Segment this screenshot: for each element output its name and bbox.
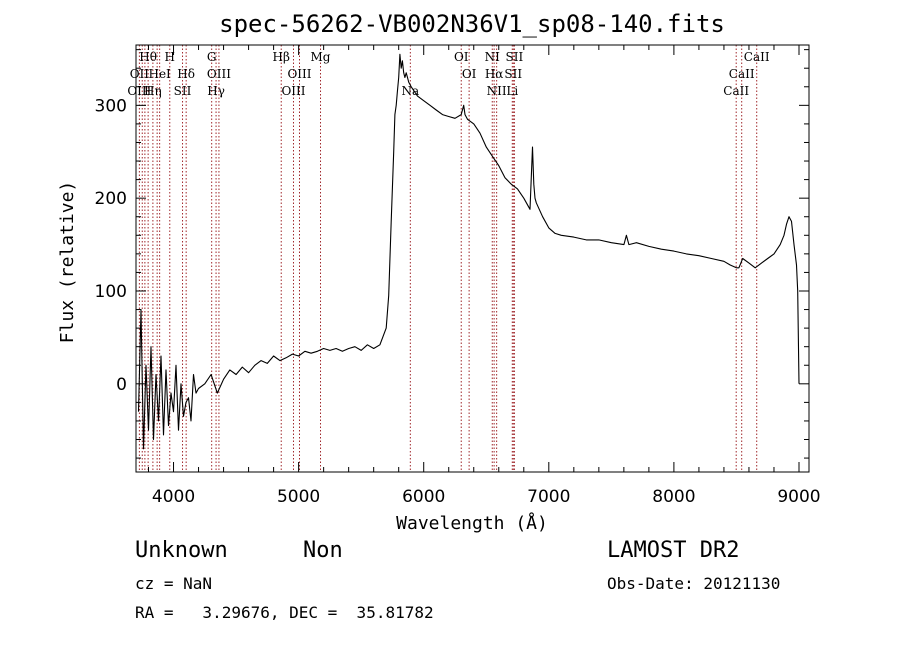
obs-date: Obs-Date: 20121130: [607, 574, 781, 593]
x-tick-label: 7000: [527, 487, 570, 507]
y-tick-label: 100: [95, 282, 127, 302]
x-tick-label: 5000: [277, 487, 320, 507]
line-label: OIII: [287, 67, 311, 81]
x-tick-label: 4000: [152, 487, 195, 507]
line-label: CaII: [729, 67, 755, 81]
axis-ticks: 4000 5000 6000 7000 8000 9000 0 100 200 300: [95, 45, 821, 507]
line-label: HeI: [148, 67, 171, 81]
plot-frame: [135, 44, 810, 473]
line-label: Hγ: [207, 84, 225, 98]
line-label: Hη: [144, 84, 162, 98]
survey-name: LAMOST DR2: [607, 538, 740, 563]
line-label: OIII: [127, 84, 151, 98]
line-label: Hθ: [139, 50, 157, 64]
cz-value: cz = NaN: [135, 574, 213, 593]
line-label: SII: [506, 50, 524, 64]
y-tick-label: 300: [95, 96, 127, 116]
line-label: Hβ: [273, 50, 290, 64]
line-label: Li: [506, 84, 518, 98]
line-label: Hδ: [177, 67, 195, 81]
x-tick-label: 8000: [652, 487, 695, 507]
line-label: NII: [487, 84, 507, 98]
y-axis-label: Flux (relative): [57, 181, 78, 344]
line-label: OI: [462, 67, 477, 81]
line-label: Hα: [485, 67, 504, 81]
ra-dec-coords: RA = 3.29676, DEC = 35.81782: [135, 603, 434, 622]
series-layer: [137, 53, 800, 450]
line-label: NI: [485, 50, 501, 64]
spectrum-line: [137, 53, 800, 450]
line-label: SII: [174, 84, 192, 98]
chart-title: spec-56262-VB002N36V1_sp08-140.fits: [219, 10, 725, 38]
line-label: OII: [130, 67, 150, 81]
line-label: Mg: [311, 50, 331, 64]
line-label: Na: [402, 84, 420, 98]
line-label: CaII: [744, 50, 770, 64]
line-label: OIII: [207, 67, 231, 81]
emission-line-marks: [138, 45, 758, 472]
x-tick-label: 9000: [777, 487, 820, 507]
line-label: OIII: [281, 84, 305, 98]
y-tick-label: 200: [95, 189, 127, 209]
line-label: SII: [504, 67, 522, 81]
x-axis-label: Wavelength (Å): [396, 512, 548, 534]
line-label: CaII: [723, 84, 749, 98]
line-label: H: [165, 50, 175, 64]
object-class: Unknown: [135, 538, 228, 563]
y-tick-label: 0: [116, 375, 127, 395]
line-label: G: [207, 50, 217, 64]
object-subclass: Non: [303, 538, 343, 563]
x-tick-label: 6000: [402, 487, 445, 507]
line-label: OI: [454, 50, 469, 64]
